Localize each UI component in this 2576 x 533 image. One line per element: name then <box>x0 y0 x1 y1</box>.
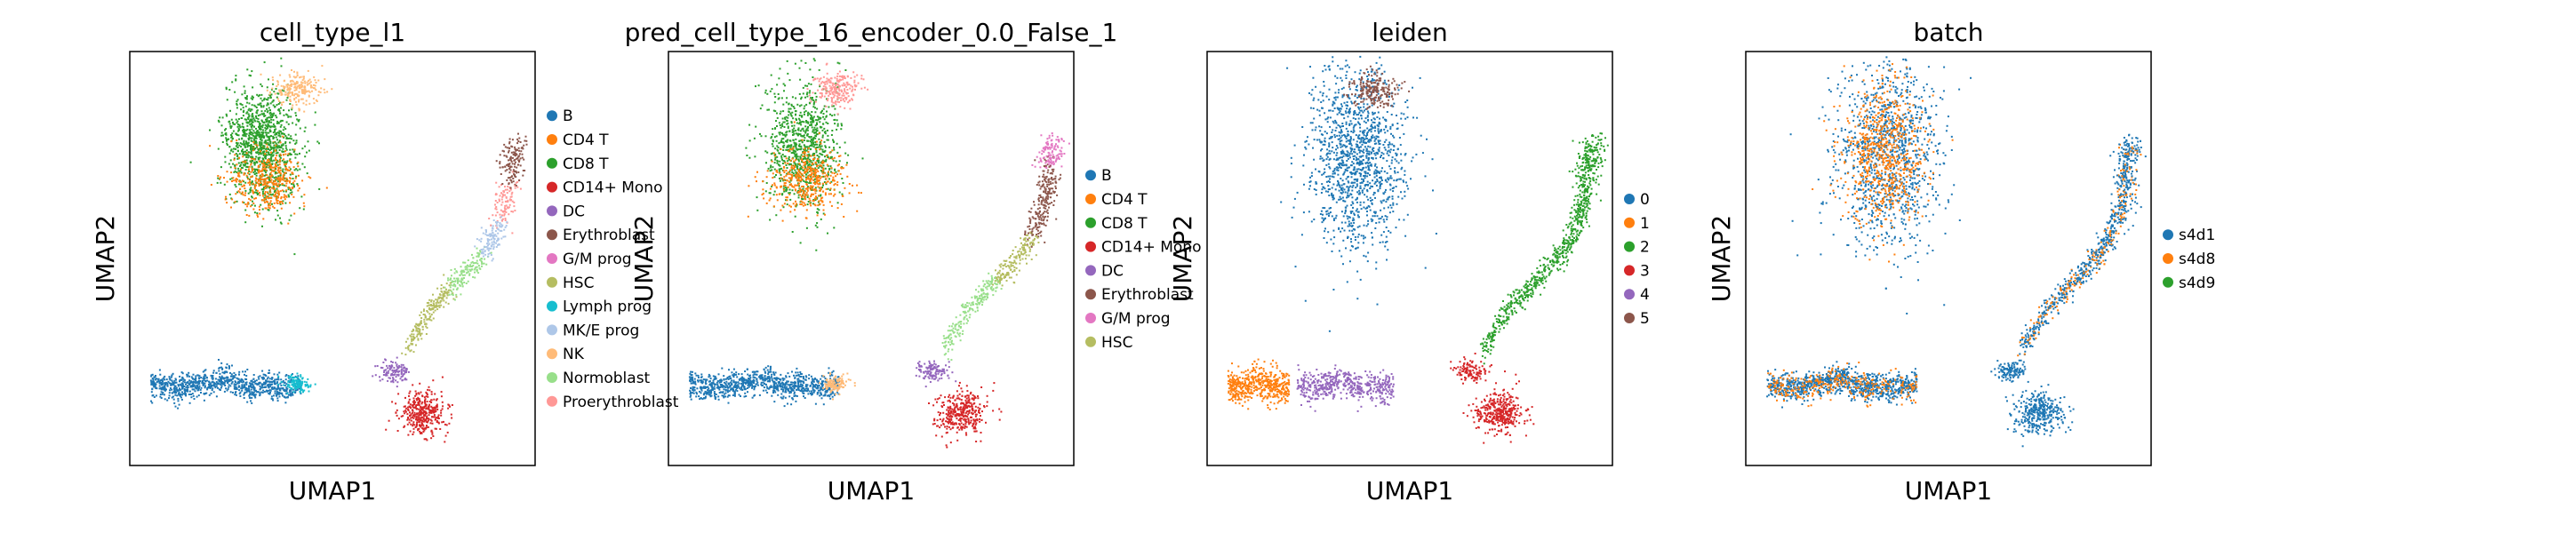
legend-label: G/M prog <box>1101 310 1171 328</box>
legend-label: MK/E prog <box>563 322 639 339</box>
legend-marker <box>2163 229 2173 241</box>
legend-marker <box>1624 194 1635 204</box>
legend-marker <box>547 229 557 241</box>
plot-frame <box>668 51 1075 466</box>
legend-marker <box>547 110 557 122</box>
legend-marker <box>1624 313 1635 323</box>
legend-marker <box>1085 336 1096 347</box>
y-axis-label: UMAP2 <box>1168 215 1197 303</box>
legend-marker <box>1624 289 1635 300</box>
plot-frame <box>1745 51 2152 466</box>
legend-marker <box>547 395 557 407</box>
legend-marker <box>1085 194 1096 204</box>
plot-frame <box>129 51 536 466</box>
plot-frame <box>1206 51 1613 466</box>
panel-title: pred_cell_type_16_encoder_0.0_False_1 <box>625 18 1118 47</box>
legend-marker <box>1624 217 1635 228</box>
legend-label: B <box>563 107 573 125</box>
legend-marker <box>547 348 557 360</box>
x-axis-label: UMAP1 <box>289 476 377 505</box>
legend-label: CD14+ Mono <box>1101 239 1201 257</box>
legend-label: CD4 T <box>1101 191 1148 209</box>
scatter-points <box>688 58 1070 449</box>
legend-label: Lymph prog <box>563 298 652 316</box>
legend-marker <box>547 181 557 193</box>
panel-title: leiden <box>1372 18 1448 47</box>
scatter-points <box>1227 55 1609 444</box>
legend-label: 4 <box>1640 286 1650 304</box>
legend-label: B <box>1101 167 1112 185</box>
legend-marker <box>2163 253 2173 264</box>
legend-marker <box>547 372 557 383</box>
legend-label: DC <box>1101 262 1124 280</box>
legend-label: CD8 T <box>1101 215 1148 233</box>
legend-marker <box>547 324 557 336</box>
legend-label: CD4 T <box>563 131 609 149</box>
scatter-points <box>1766 56 2147 448</box>
legend-label: Erythroblast <box>1101 286 1194 304</box>
legend-marker <box>547 276 557 288</box>
panel-title: cell_type_l1 <box>260 18 405 47</box>
x-axis-label: UMAP1 <box>828 476 916 505</box>
legend-label: 1 <box>1640 215 1650 233</box>
legend-marker <box>1085 217 1096 228</box>
legend-marker <box>547 300 557 312</box>
legend-label: NK <box>563 346 585 363</box>
legend-label: s4d9 <box>2179 274 2215 292</box>
legend-marker <box>1624 265 1635 276</box>
x-axis-label: UMAP1 <box>1366 476 1454 505</box>
legend-label: s4d1 <box>2179 227 2215 244</box>
legend-label: 3 <box>1640 262 1650 280</box>
legend-marker <box>2163 276 2173 288</box>
legend-marker <box>547 205 557 217</box>
legend-marker <box>1085 241 1096 252</box>
y-axis-label: UMAP2 <box>1707 215 1736 303</box>
scatter-points <box>149 57 528 443</box>
legend-marker <box>1085 265 1096 276</box>
legend-label: 0 <box>1640 191 1650 209</box>
legend-label: CD14+ Mono <box>563 179 662 197</box>
y-axis-label: UMAP2 <box>629 215 659 303</box>
legend-label: Normoblast <box>563 370 651 387</box>
legend-label: Proerythroblast <box>563 394 679 411</box>
legend-marker <box>547 157 557 169</box>
legend-marker <box>1085 313 1096 323</box>
legend-label: CD8 T <box>563 155 609 173</box>
legend-marker <box>1624 241 1635 252</box>
legend-label: 2 <box>1640 239 1650 257</box>
x-axis-label: UMAP1 <box>1905 476 1993 505</box>
legend-label: 5 <box>1640 310 1650 328</box>
panel-title: batch <box>1913 18 1983 47</box>
legend-marker <box>1085 289 1096 300</box>
legend-marker <box>1085 170 1096 181</box>
legend-marker <box>547 134 557 145</box>
legend-marker <box>547 253 557 264</box>
legend-label: s4d8 <box>2179 251 2215 268</box>
legend-label: HSC <box>563 274 594 292</box>
y-axis-label: UMAP2 <box>91 215 120 303</box>
legend-label: Erythroblast <box>563 227 655 244</box>
legend-label: HSC <box>1101 334 1132 352</box>
legend-label: G/M prog <box>563 251 632 268</box>
legend-label: DC <box>563 203 585 220</box>
